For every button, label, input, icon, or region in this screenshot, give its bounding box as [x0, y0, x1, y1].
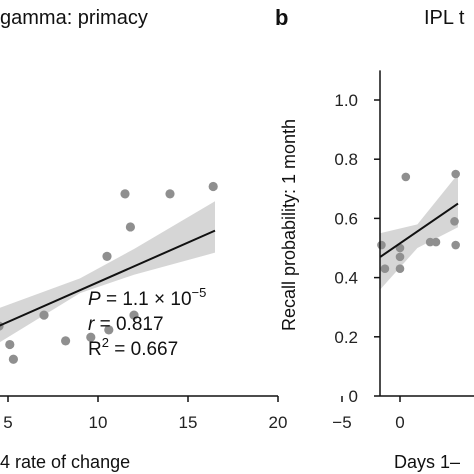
panel-b-point-4	[395, 264, 405, 274]
panel-b-point-7	[431, 237, 441, 247]
panel-a-point-7	[104, 325, 114, 335]
panel-b-y-tick-label-1: 0.2	[334, 328, 358, 347]
panel-a-point-9	[120, 189, 130, 199]
panel-a-x-axis-title: 4 rate of change	[0, 452, 130, 472]
panel-a-fit-line	[0, 229, 216, 327]
panel-b-point-3	[395, 252, 405, 262]
panel-a: gamma: primacy 5 10 15 20 4 rate of change …	[0, 7, 287, 472]
stat-r-squared: R2 = 0.667	[88, 335, 178, 360]
panel-b-point-5	[401, 172, 411, 182]
stat-r-value: r = 0.817	[88, 314, 164, 335]
panel-b-point-1	[380, 264, 390, 274]
panel-a-point-8	[102, 251, 112, 261]
panel-a-point-2	[5, 339, 15, 350]
panel-a-point-11	[129, 310, 139, 320]
panel-b-y-tick-label-0: 0	[349, 387, 358, 406]
panel-a-stats: P = 1.1 × 10−5 r = 0.817 R2 = 0.667	[88, 285, 206, 360]
stat-p-value: P = 1.1 × 10−5	[88, 285, 206, 310]
panel-b-y-tick-label-2: 0.4	[334, 269, 358, 288]
panel-a-x-tick-label-2: 15	[179, 413, 198, 432]
panel-b-title: IPL t	[424, 7, 465, 29]
panel-b-fit-line	[379, 202, 459, 258]
panel-b-y-tick-label-4: 0.8	[334, 150, 358, 169]
panel-a-x-tick-label-1: 10	[89, 413, 108, 432]
panel-a-x-tick-label-3: 20	[269, 413, 288, 432]
panel-b-x-tick-label-0: −5	[332, 413, 351, 432]
panel-a-point-12	[165, 189, 175, 199]
panel-a-confidence-band	[0, 201, 215, 343]
panel-b-y-axis-title: Recall probability: 1 month	[279, 119, 299, 331]
panel-b-y-tick-label-5: 1.0	[334, 91, 358, 110]
panel-b-letter: b	[275, 5, 288, 30]
panel-a-point-10	[125, 222, 135, 232]
panel-b-point-8	[450, 217, 459, 226]
panel-b-point-0	[377, 240, 386, 250]
panel-a-point-4	[39, 310, 49, 320]
panel-b-confidence-band	[380, 174, 458, 290]
panel-b-point-9	[451, 169, 460, 179]
panel-b: b IPL t 0 0.2 0.4 0.6 0.8 1.0 −5 0 Days 1– Reca…	[275, 5, 474, 472]
panel-b-x-tick-label-1: 0	[395, 413, 404, 432]
panel-a-title: gamma: primacy	[0, 7, 148, 29]
panel-b-point-10	[451, 240, 460, 250]
panel-b-y-tick-label-3: 0.6	[334, 209, 358, 228]
panel-a-point-13	[208, 181, 218, 192]
panel-a-x-tick-label-0: 5	[3, 413, 12, 432]
panel-b-x-axis-title: Days 1–	[394, 452, 460, 472]
panel-a-point-3	[8, 354, 18, 364]
panel-a-point-6	[86, 332, 96, 342]
panel-a-point-5	[61, 336, 71, 346]
